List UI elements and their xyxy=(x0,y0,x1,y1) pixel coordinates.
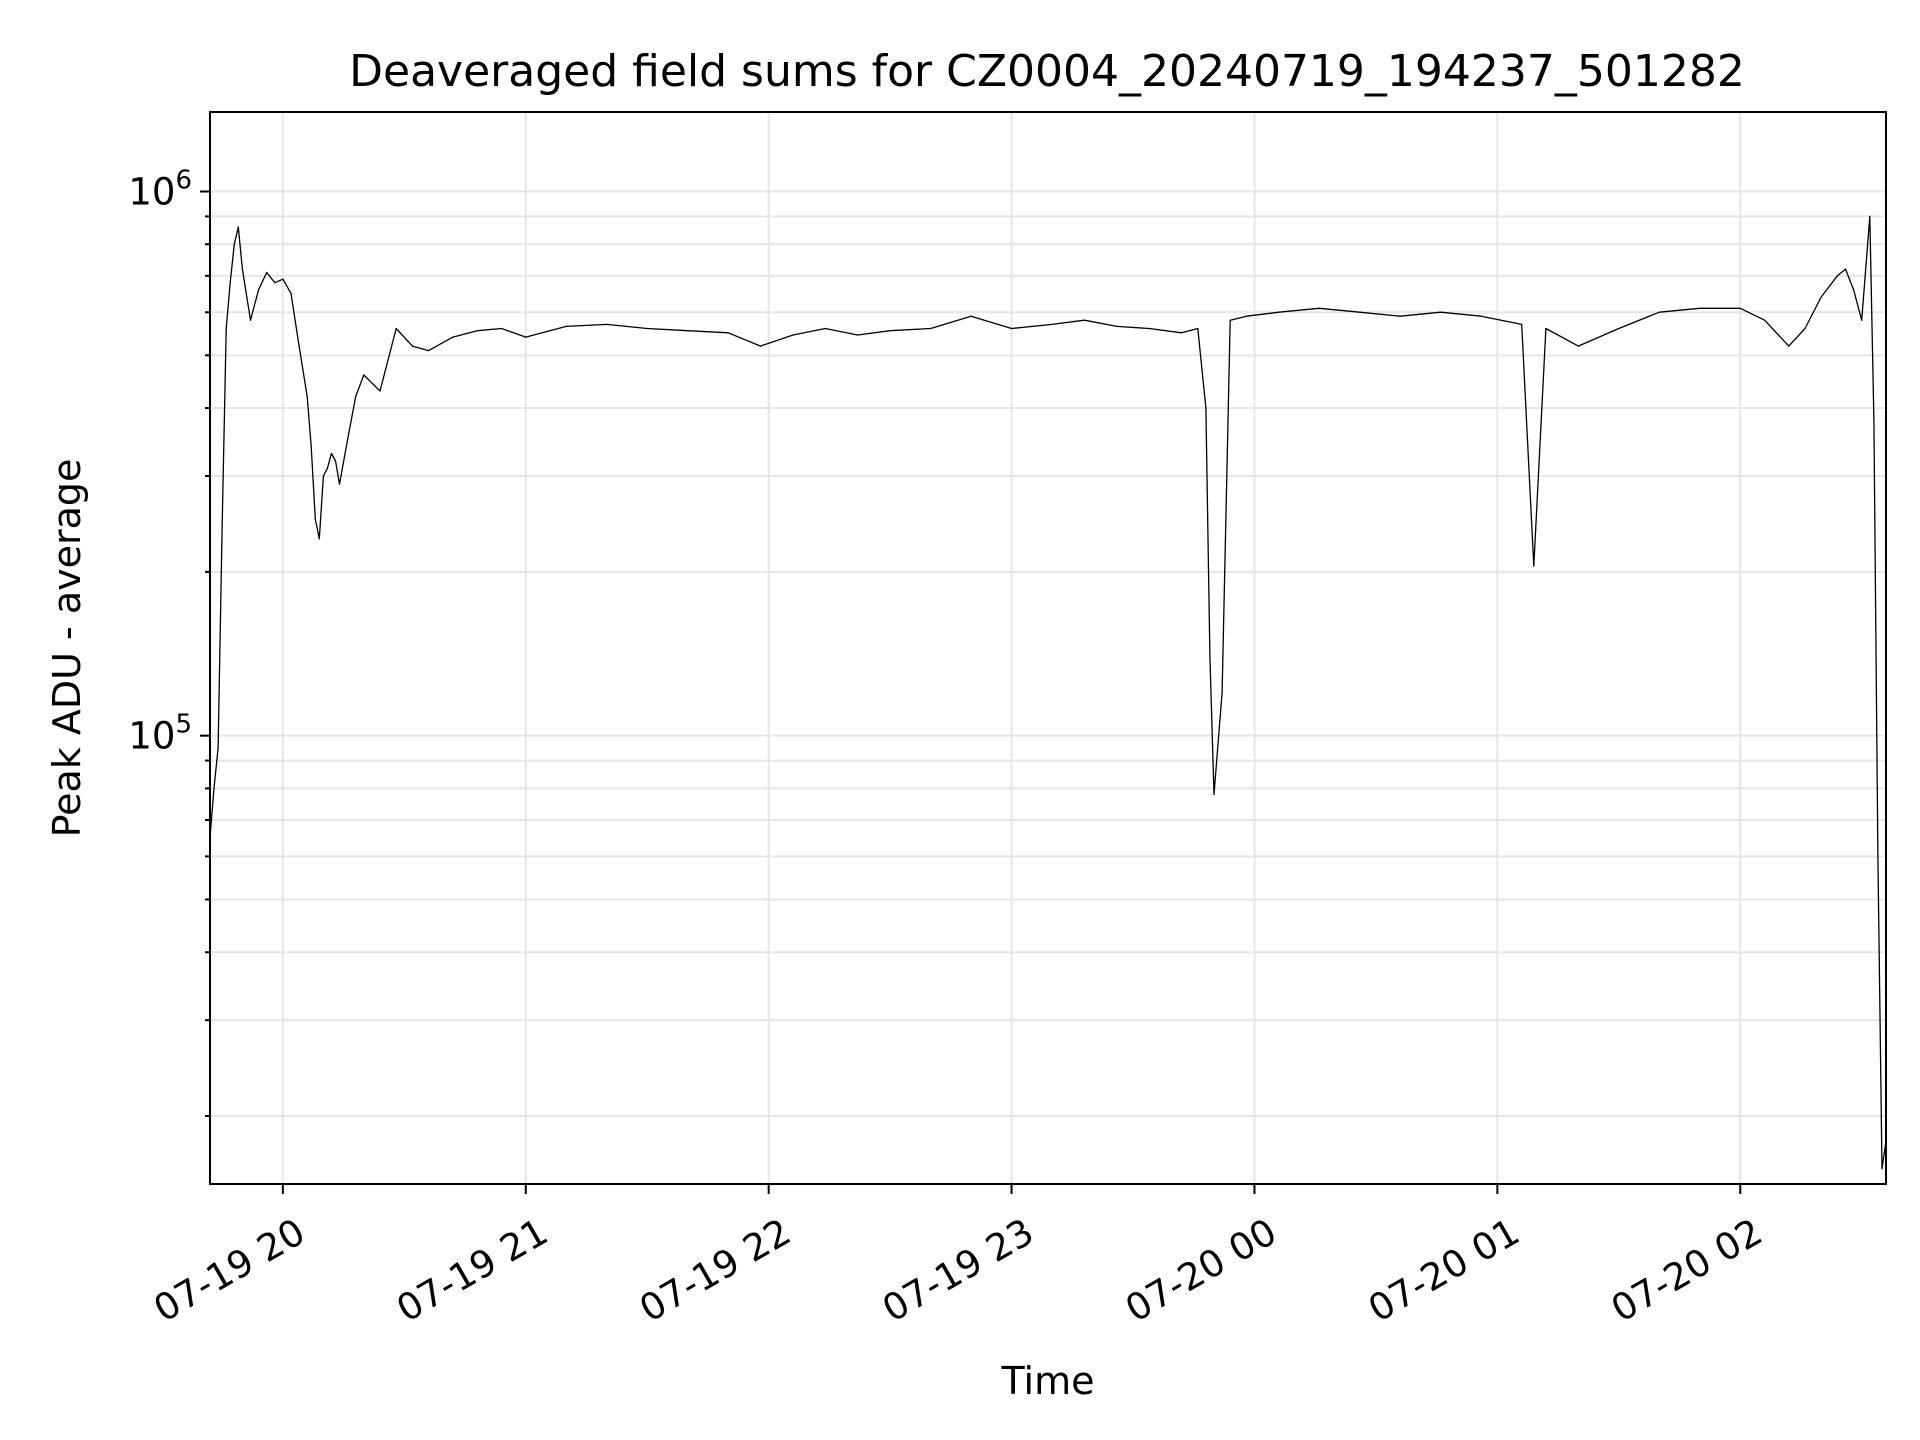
data-point xyxy=(298,345,300,347)
data-point xyxy=(1213,793,1215,796)
data-point xyxy=(760,345,762,347)
data-point xyxy=(792,334,794,336)
data-point xyxy=(1699,307,1701,309)
data-point xyxy=(1181,332,1183,334)
data-point xyxy=(1577,345,1579,347)
data-point xyxy=(1861,319,1863,321)
data-point xyxy=(476,330,478,332)
data-point xyxy=(1658,311,1660,313)
data-point xyxy=(1245,315,1247,317)
data-point xyxy=(727,332,729,334)
data-point xyxy=(395,327,397,330)
y-tick-label: 105 xyxy=(128,710,192,758)
data-point xyxy=(1853,289,1855,291)
data-point xyxy=(1521,323,1523,325)
data-point xyxy=(428,350,430,352)
data-point xyxy=(233,243,235,245)
data-point xyxy=(355,395,357,398)
data-point xyxy=(452,336,454,338)
data-point xyxy=(237,226,239,228)
data-point xyxy=(290,292,292,294)
data-point xyxy=(1051,323,1053,325)
data-point xyxy=(347,439,349,441)
data-point xyxy=(379,390,381,392)
data-point xyxy=(322,475,324,477)
chart-title: Deaveraged field sums for CZ0004_2024071… xyxy=(349,46,1745,97)
data-point xyxy=(326,467,328,469)
data-point xyxy=(1278,311,1280,313)
data-point xyxy=(646,327,648,330)
data-point xyxy=(500,327,503,330)
data-point xyxy=(824,327,826,330)
x-axis-label: Time xyxy=(1001,1359,1095,1403)
data-point xyxy=(213,787,215,790)
data-point xyxy=(282,278,284,280)
data-point xyxy=(1480,315,1482,317)
data-point xyxy=(217,747,219,749)
data-point xyxy=(857,334,859,336)
data-point xyxy=(1869,215,1871,217)
data-point xyxy=(310,445,312,448)
data-point xyxy=(1820,296,1822,298)
data-point xyxy=(1209,655,1211,657)
data-point xyxy=(334,460,337,462)
data-point xyxy=(1873,419,1875,421)
data-point xyxy=(225,327,227,330)
data-point xyxy=(411,345,413,347)
data-point xyxy=(565,325,567,327)
data-point xyxy=(1197,327,1199,330)
data-point xyxy=(249,319,252,321)
data-point xyxy=(525,336,527,338)
data-point xyxy=(306,395,308,398)
series-line xyxy=(209,215,1887,1170)
data-point xyxy=(1229,319,1231,321)
y-tick-label: 106 xyxy=(128,166,192,214)
data-point xyxy=(258,289,260,291)
data-point xyxy=(1764,319,1766,321)
data-point xyxy=(687,330,689,332)
data-point xyxy=(1788,345,1790,347)
data-point xyxy=(241,268,243,270)
data-point xyxy=(1116,325,1118,327)
data-point xyxy=(330,452,332,455)
data-point xyxy=(1618,327,1620,330)
data-point xyxy=(1739,307,1741,309)
data-point xyxy=(606,323,608,325)
data-point xyxy=(1318,307,1320,309)
data-point xyxy=(1881,1168,1883,1170)
data-point xyxy=(970,315,972,317)
data-point xyxy=(1205,407,1207,409)
data-point xyxy=(1844,268,1847,270)
data-point xyxy=(1148,327,1150,330)
data-point xyxy=(1083,319,1085,321)
data-point xyxy=(1359,311,1361,313)
data-point xyxy=(1804,327,1806,330)
data-point xyxy=(221,528,223,530)
data-point xyxy=(229,282,231,284)
data-point xyxy=(318,538,320,540)
data-point xyxy=(889,330,891,332)
plot-frame xyxy=(209,111,1887,1185)
data-point xyxy=(1011,327,1013,330)
y-axis-label: Peak ADU - average xyxy=(45,459,89,838)
data-point xyxy=(266,271,268,274)
data-point xyxy=(1533,565,1535,567)
data-point xyxy=(1836,275,1838,277)
data-point xyxy=(1221,692,1223,694)
data-point xyxy=(1440,311,1442,313)
data-point xyxy=(274,282,276,284)
data-point xyxy=(1399,315,1401,317)
data-point xyxy=(930,327,932,330)
data-point xyxy=(1545,327,1547,330)
data-point xyxy=(363,374,365,376)
data-point xyxy=(314,518,316,520)
data-point xyxy=(338,483,341,485)
data-point xyxy=(1877,855,1879,858)
